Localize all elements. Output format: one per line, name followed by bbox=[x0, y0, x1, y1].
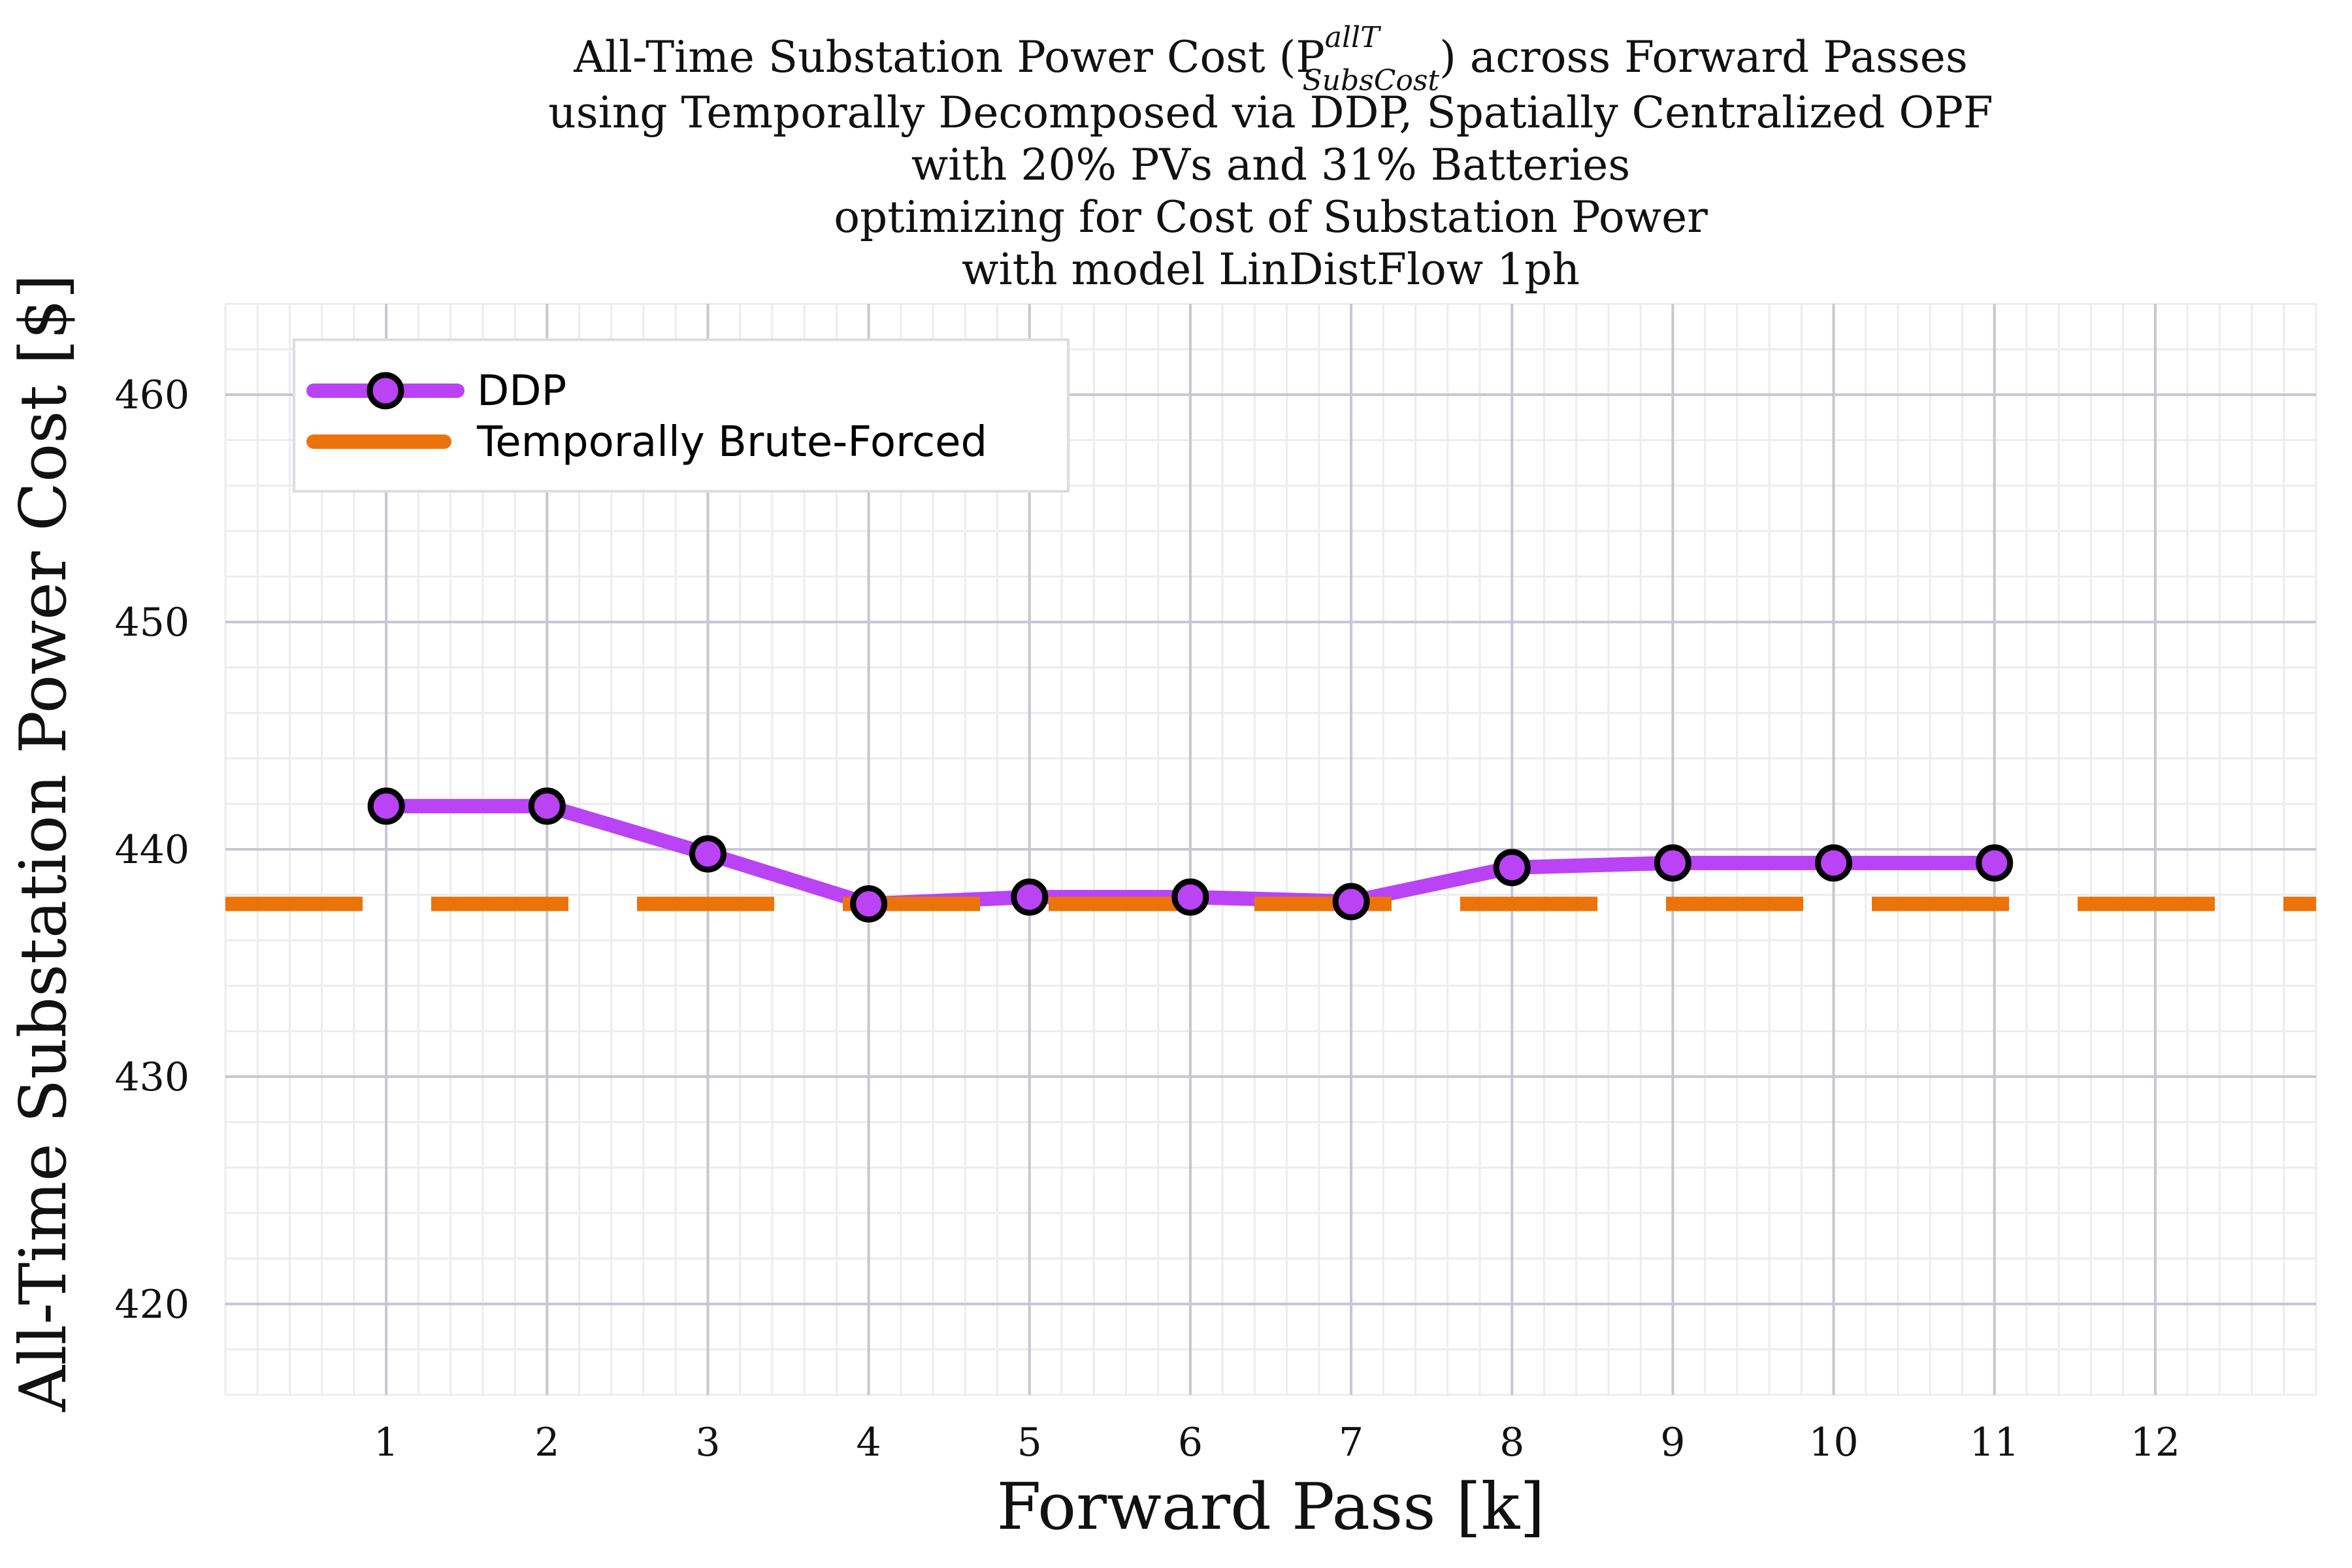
ddp-point bbox=[850, 885, 888, 923]
x-tick-label: 4 bbox=[857, 1420, 881, 1465]
y-tick-label: 450 bbox=[114, 600, 189, 645]
x-tick-label: 12 bbox=[2131, 1420, 2180, 1465]
ddp-point bbox=[689, 835, 727, 873]
legend-ddp-marker bbox=[367, 372, 404, 410]
legend-ddp-label: DDP bbox=[477, 367, 566, 416]
ddp-point bbox=[367, 787, 405, 825]
chart-title: All-Time Substation Power Cost (PallT Sub… bbox=[548, 21, 1993, 295]
title-line-2: using Temporally Decomposed via DDP, Spa… bbox=[548, 88, 1993, 138]
ddp-point bbox=[1815, 844, 1853, 882]
x-tick-label: 2 bbox=[534, 1420, 559, 1465]
y-tick-labels: 420 430 440 450 460 bbox=[114, 372, 189, 1328]
title-line-1-text: All-Time Substation Power Cost (P bbox=[573, 32, 1324, 82]
x-tick-label: 6 bbox=[1178, 1420, 1203, 1465]
y-tick-label: 460 bbox=[114, 372, 189, 418]
x-tick-labels: 1 2 3 4 5 6 7 8 9 10 11 12 bbox=[374, 1420, 2180, 1465]
y-tick-label: 420 bbox=[114, 1282, 189, 1328]
x-tick-label: 5 bbox=[1017, 1420, 1042, 1465]
series-layer bbox=[225, 787, 2316, 923]
y-tick-label: 430 bbox=[114, 1054, 189, 1100]
title-symbol-superscript: allT bbox=[1325, 21, 1382, 54]
legend: DDP Temporally Brute-Forced bbox=[293, 338, 1070, 493]
y-tick-label: 440 bbox=[114, 827, 189, 873]
ddp-point bbox=[1493, 849, 1531, 887]
legend-brute-force-label: Temporally Brute-Forced bbox=[476, 418, 987, 466]
x-tick-label: 11 bbox=[1970, 1420, 2019, 1465]
ddp-point bbox=[1011, 878, 1049, 916]
title-symbol-suffix: ) across Forward Passes bbox=[1439, 32, 1968, 82]
ddp-point bbox=[1332, 883, 1370, 921]
legend-box bbox=[293, 338, 1070, 493]
x-axis-label: Forward Pass [k] bbox=[996, 1470, 1544, 1544]
title-line-4: optimizing for Cost of Substation Power bbox=[834, 192, 1708, 242]
x-tick-label: 10 bbox=[1808, 1420, 1858, 1465]
title-line-3: with 20% PVs and 31% Batteries bbox=[911, 140, 1631, 190]
title-line-1: All-Time Substation Power Cost (PallT Sub… bbox=[573, 21, 1967, 97]
ddp-point bbox=[1171, 878, 1209, 916]
ddp-point bbox=[528, 787, 566, 825]
y-axis-label: All-Time Substation Power Cost [$] bbox=[7, 274, 81, 1412]
title-symbol-subscript: SubsCost bbox=[1302, 64, 1439, 97]
x-tick-label: 1 bbox=[374, 1420, 399, 1465]
x-tick-label: 9 bbox=[1660, 1420, 1685, 1465]
x-tick-label: 3 bbox=[695, 1420, 720, 1465]
title-line-5: with model LinDistFlow 1ph bbox=[962, 244, 1580, 295]
x-tick-label: 7 bbox=[1339, 1420, 1364, 1465]
ddp-point bbox=[1976, 844, 2014, 882]
x-tick-label: 8 bbox=[1499, 1420, 1524, 1465]
ddp-point bbox=[1654, 844, 1691, 882]
